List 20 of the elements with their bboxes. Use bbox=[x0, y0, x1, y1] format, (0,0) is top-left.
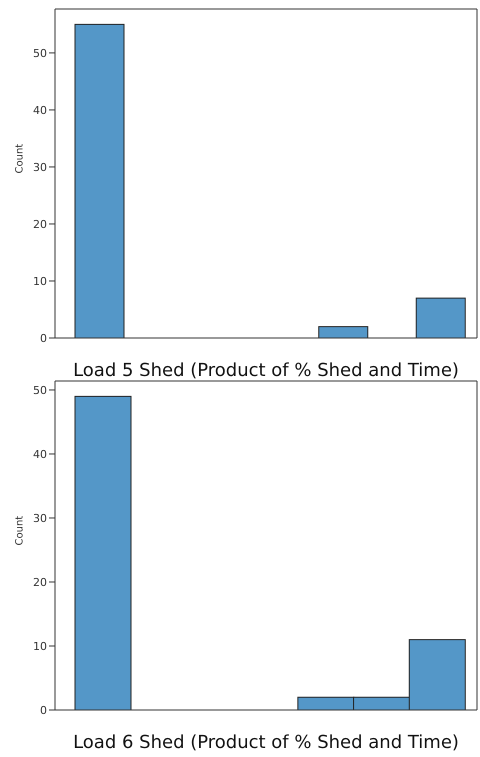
bar bbox=[74, 396, 132, 710]
y-tick-label: 40 bbox=[33, 104, 47, 117]
x-axis-title: Load 5 Shed (Product of % Shed and Time) bbox=[73, 360, 459, 381]
y-tick-label: 10 bbox=[33, 640, 47, 653]
y-tick-label: 10 bbox=[33, 274, 47, 288]
y-tick-label: 20 bbox=[33, 218, 47, 231]
y-tick-label: 50 bbox=[33, 384, 47, 397]
bar bbox=[416, 298, 466, 338]
y-tick-label: 40 bbox=[33, 448, 47, 461]
y-tick-label: 50 bbox=[33, 46, 47, 60]
y-axis-title: Count bbox=[14, 144, 26, 174]
y-axis-title: Count bbox=[14, 516, 26, 546]
y-tick-label: 0 bbox=[40, 704, 47, 717]
bar bbox=[318, 326, 368, 338]
y-tick-label: 0 bbox=[40, 332, 47, 345]
x-axis-title: Load 6 Shed (Product of % Shed and Time) bbox=[73, 732, 459, 753]
y-tick-label: 30 bbox=[33, 512, 47, 525]
y-tick-label: 20 bbox=[33, 576, 47, 589]
y-tick-label: 30 bbox=[33, 160, 47, 174]
bar bbox=[74, 24, 124, 338]
